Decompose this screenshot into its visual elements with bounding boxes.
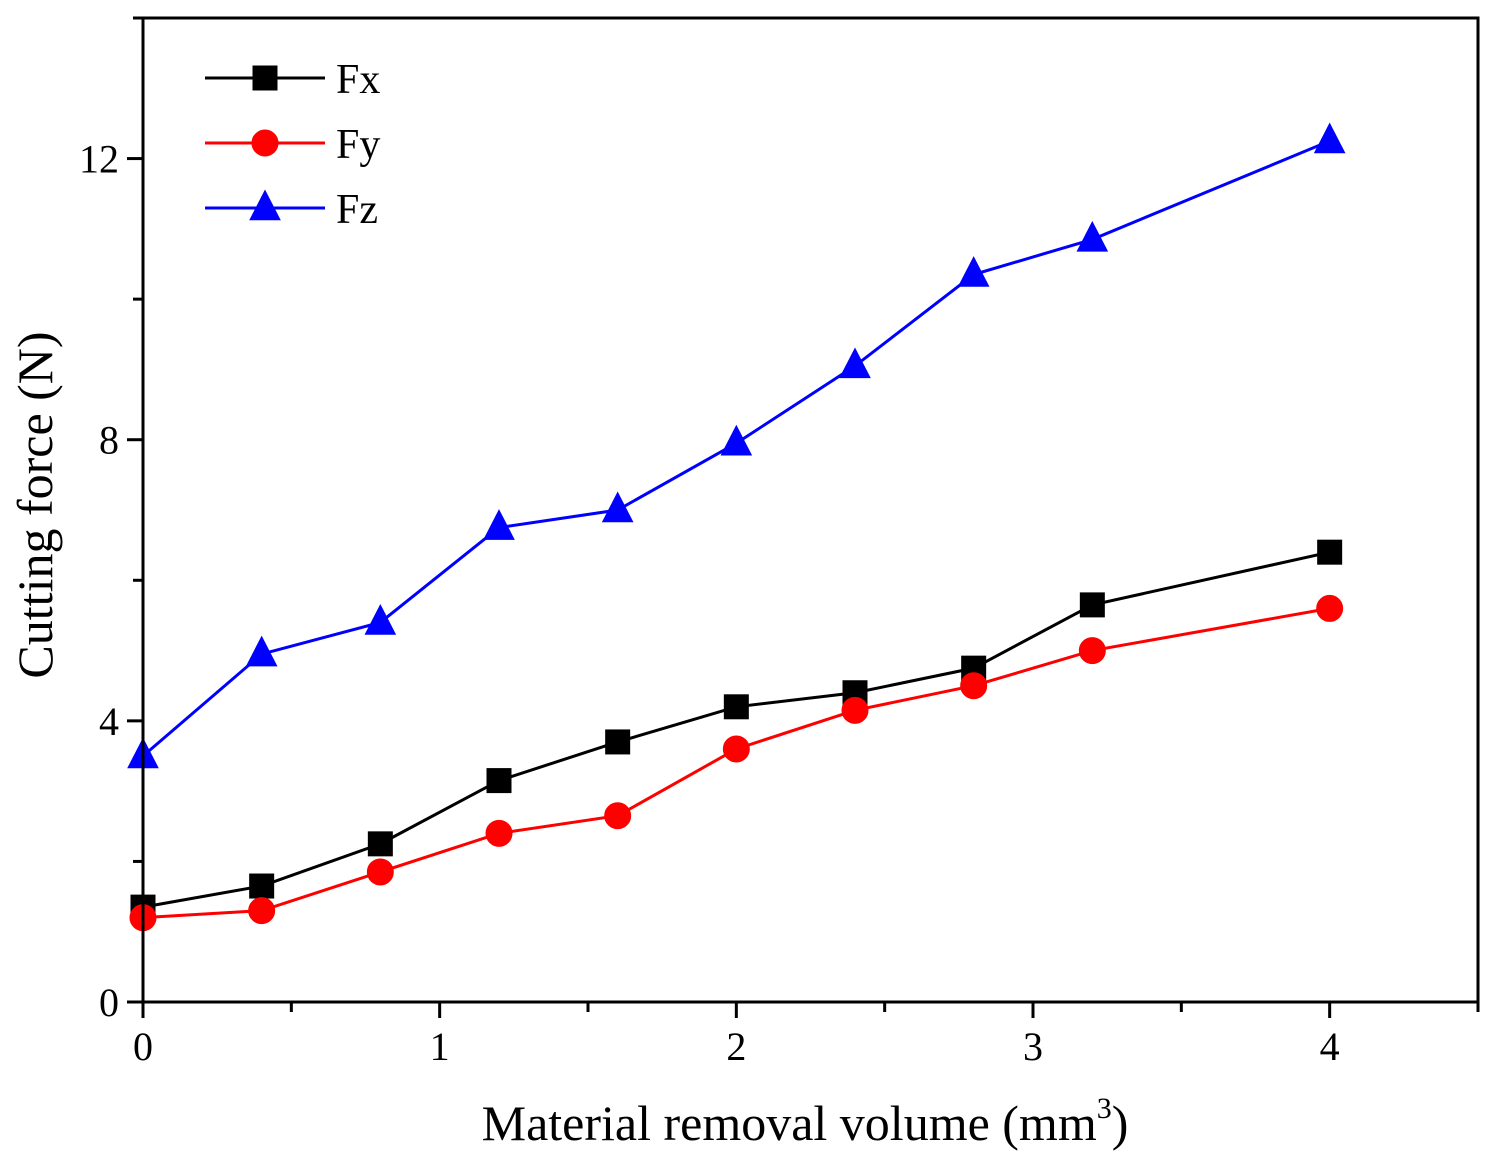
- x-axis-title-superscript: 3: [1097, 1092, 1112, 1125]
- legend: Fx Fy Fz: [205, 57, 380, 233]
- data-point-fz: [720, 424, 753, 456]
- legend-marker-fz: [249, 189, 281, 221]
- data-point-fz: [483, 509, 515, 540]
- data-point-fz: [364, 604, 397, 635]
- series-line-fx: [142, 550, 1330, 909]
- data-point-fx: [486, 768, 512, 794]
- data-point-fy: [1078, 637, 1106, 665]
- data-point-fz: [245, 635, 278, 667]
- data-point-fz: [1076, 220, 1109, 252]
- y-tick-label: 8: [99, 418, 119, 463]
- legend-marker-fy: [251, 129, 279, 157]
- legend-label-fz: Fz: [336, 187, 378, 233]
- y-tick-label: 0: [99, 980, 119, 1025]
- data-point-fy: [960, 672, 988, 700]
- x-axis-title-text: Material removal volume (mm: [482, 1095, 1097, 1151]
- data-point-fy: [722, 735, 750, 763]
- data-point-fz: [1313, 122, 1346, 154]
- data-point-fy: [604, 802, 632, 830]
- series-line-fz: [142, 139, 1331, 758]
- data-point-fz: [839, 347, 871, 379]
- x-tick-label: 2: [726, 1024, 746, 1069]
- data-point-fz: [957, 256, 990, 287]
- y-axis-title: Cutting force (N): [7, 331, 63, 678]
- data-point-fx: [723, 694, 749, 720]
- plot-frame: [141, 16, 1480, 1004]
- data-point-fy: [366, 858, 394, 886]
- y-tick-label: 4: [99, 699, 119, 744]
- data-point-fx: [249, 873, 275, 899]
- data-point-fz: [601, 491, 634, 523]
- data-point-fx: [1079, 592, 1105, 618]
- data-point-fx: [605, 729, 631, 755]
- data-point-fy: [841, 696, 869, 724]
- x-tick-label: 1: [430, 1024, 450, 1069]
- x-tick-label: 4: [1320, 1024, 1340, 1069]
- data-point-fy: [248, 897, 276, 925]
- series-line-fy: [142, 606, 1330, 920]
- x-axis-title-close: ): [1112, 1095, 1129, 1151]
- x-tick-label: 0: [133, 1024, 153, 1069]
- data-point-fx: [1317, 539, 1343, 565]
- data-point-fy: [485, 819, 513, 847]
- plot-area: [127, 122, 1346, 932]
- data-point-fy: [1316, 594, 1344, 622]
- data-point-fx: [367, 831, 393, 857]
- x-tick-label: 3: [1023, 1024, 1043, 1069]
- y-tick-label: 12: [79, 137, 119, 182]
- legend-label-fx: Fx: [336, 57, 380, 103]
- legend-marker-fx: [252, 65, 278, 91]
- legend-label-fy: Fy: [336, 122, 380, 168]
- x-axis-title: Material removal volume (mm3): [482, 1092, 1129, 1151]
